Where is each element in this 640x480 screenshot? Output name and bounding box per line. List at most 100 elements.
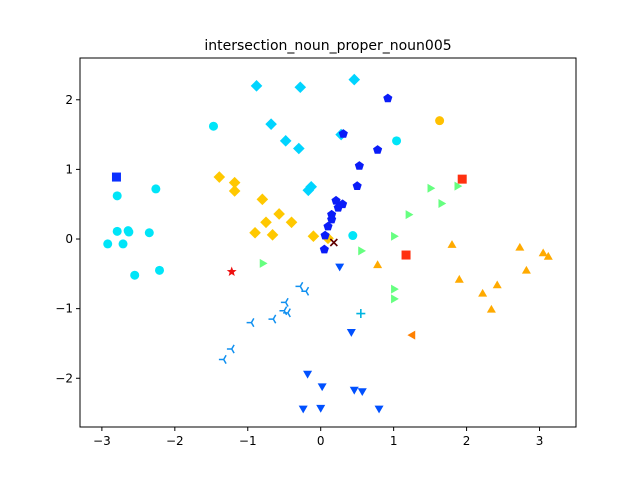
x-tick-label: 3: [536, 434, 544, 448]
data-point-tri-left-11-3: [279, 306, 288, 316]
data-point-triangle-right-8-5: [438, 199, 447, 209]
data-point-diamond-4-8: [305, 181, 318, 193]
data-point-triangle-right-8-4: [427, 183, 436, 193]
data-point-triangle-down-10-6: [298, 405, 308, 414]
data-point-tri-left-11-2: [280, 297, 289, 307]
data-point-diamond-5-7: [249, 226, 261, 239]
data-point-triangle-down-10-5: [357, 388, 367, 396]
data-point-diamond-4-3: [265, 118, 277, 130]
data-point-triangle-right-8-8: [391, 294, 399, 304]
data-point-tri-left-11-8: [218, 354, 227, 364]
data-point-square-1-0: [111, 172, 121, 182]
data-point-triangle-down-10-7: [316, 404, 326, 413]
data-point-pentagon-6-4: [352, 181, 362, 190]
data-point-triangle-right-8-6: [454, 181, 463, 191]
data-point-circle-3-0: [435, 116, 445, 126]
data-point-diamond-5-9: [307, 230, 320, 243]
x-tick-label: 1: [390, 434, 398, 448]
data-point-pentagon-6-0: [383, 93, 393, 103]
data-point-triangle-left-9-0: [407, 330, 416, 340]
data-point-triangle-down-10-1: [346, 329, 356, 337]
data-point-pentagon-6-9: [327, 214, 337, 224]
data-point-pentagon-6-2: [373, 145, 383, 154]
y-tick-label: 0: [65, 232, 73, 246]
data-point-triangle-up-7-9: [543, 251, 553, 260]
data-point-triangle-right-8-1: [358, 246, 367, 256]
data-point-triangle-down-10-2: [303, 370, 313, 379]
data-point-tri-left-11-4: [283, 308, 291, 318]
chart-title: intersection_noun_proper_noun005: [204, 38, 451, 54]
data-point-tri-left-11-1: [301, 286, 310, 296]
data-point-triangle-down-10-4: [349, 386, 359, 395]
data-point-triangle-right-8-2: [391, 231, 399, 241]
data-point-circle-0-7: [144, 228, 154, 238]
data-point-triangle-up-7-1: [447, 240, 457, 248]
y-tick-label: 2: [65, 93, 73, 107]
data-point-pentagon-6-1: [338, 129, 348, 138]
x-tick-label: −3: [93, 434, 111, 448]
data-point-circle-0-2: [112, 226, 122, 236]
data-point-triangle-right-8-7: [391, 284, 399, 294]
data-point-diamond-4-2: [348, 73, 361, 86]
data-point-star-13-0: [226, 266, 237, 276]
data-point-diamond-4-0: [250, 80, 263, 92]
data-point-square-2-0: [401, 250, 411, 260]
data-point-triangle-up-7-2: [454, 274, 464, 283]
data-point-triangle-up-7-0: [373, 260, 383, 269]
data-point-circle-0-3: [118, 239, 128, 249]
data-point-triangle-up-7-5: [492, 280, 502, 289]
data-point-pentagon-6-3: [354, 161, 364, 170]
data-point-circle-0-11: [348, 231, 358, 241]
data-point-circle-0-10: [208, 121, 218, 131]
y-tick-label: −2: [55, 371, 73, 385]
data-point-tri-left-11-7: [226, 344, 235, 354]
data-point-triangle-up-7-4: [486, 304, 496, 313]
data-point-circle-0-5: [124, 227, 134, 237]
data-point-circle-0-9: [155, 265, 165, 275]
data-point-diamond-4-4: [279, 135, 292, 147]
data-point-circle-0-1: [112, 191, 122, 201]
data-point-diamond-5-6: [260, 216, 272, 229]
data-point-circle-0-0: [103, 239, 113, 249]
data-point-pentagon-6-10: [323, 221, 333, 231]
data-point-circle-0-6: [130, 270, 140, 280]
data-point-plus-12-0: [356, 309, 366, 319]
data-point-tri-left-11-6: [246, 318, 255, 328]
data-point-triangle-right-8-0: [259, 258, 268, 268]
data-points: [103, 73, 553, 414]
data-point-diamond-4-1: [294, 81, 307, 94]
data-point-triangle-down-10-0: [335, 263, 345, 272]
data-point-diamond-5-0: [213, 171, 226, 183]
plot-frame: [79, 57, 577, 428]
data-point-diamond-5-4: [273, 208, 285, 220]
data-point-triangle-down-10-8: [374, 405, 384, 414]
data-point-pentagon-6-12: [319, 244, 329, 254]
y-tick-label: −1: [55, 302, 73, 316]
data-point-square-2-1: [457, 174, 467, 184]
y-tick-label: 1: [65, 162, 73, 176]
data-point-diamond-5-5: [285, 216, 298, 229]
data-point-triangle-up-7-7: [521, 265, 531, 274]
data-point-diamond-4-5: [293, 142, 305, 155]
x-tick-label: 0: [317, 434, 325, 448]
data-point-triangle-right-8-3: [405, 210, 414, 220]
x-tick-label: −2: [166, 434, 184, 448]
data-point-diamond-5-8: [266, 229, 279, 241]
data-point-circle-0-12: [392, 136, 402, 146]
data-point-diamond-5-3: [256, 193, 269, 206]
data-point-pentagon-6-8: [327, 209, 337, 219]
x-tick-label: 2: [463, 434, 471, 448]
data-point-triangle-up-7-6: [515, 242, 525, 251]
data-point-diamond-5-1: [228, 176, 241, 189]
data-point-pentagon-6-5: [331, 195, 341, 205]
data-point-triangle-up-7-3: [478, 288, 488, 297]
data-point-diamond-5-2: [228, 185, 241, 197]
data-point-pentagon-6-7: [333, 202, 343, 212]
data-point-triangle-down-10-3: [317, 383, 327, 392]
x-tick-label: −1: [239, 434, 257, 448]
data-point-tri-left-11-5: [268, 314, 277, 324]
axes: −3 −2 −1 0 1 2 3 −2 −1 0 1 2: [55, 57, 577, 448]
data-point-pentagon-6-11: [320, 230, 330, 240]
data-point-triangle-up-7-8: [538, 248, 548, 257]
